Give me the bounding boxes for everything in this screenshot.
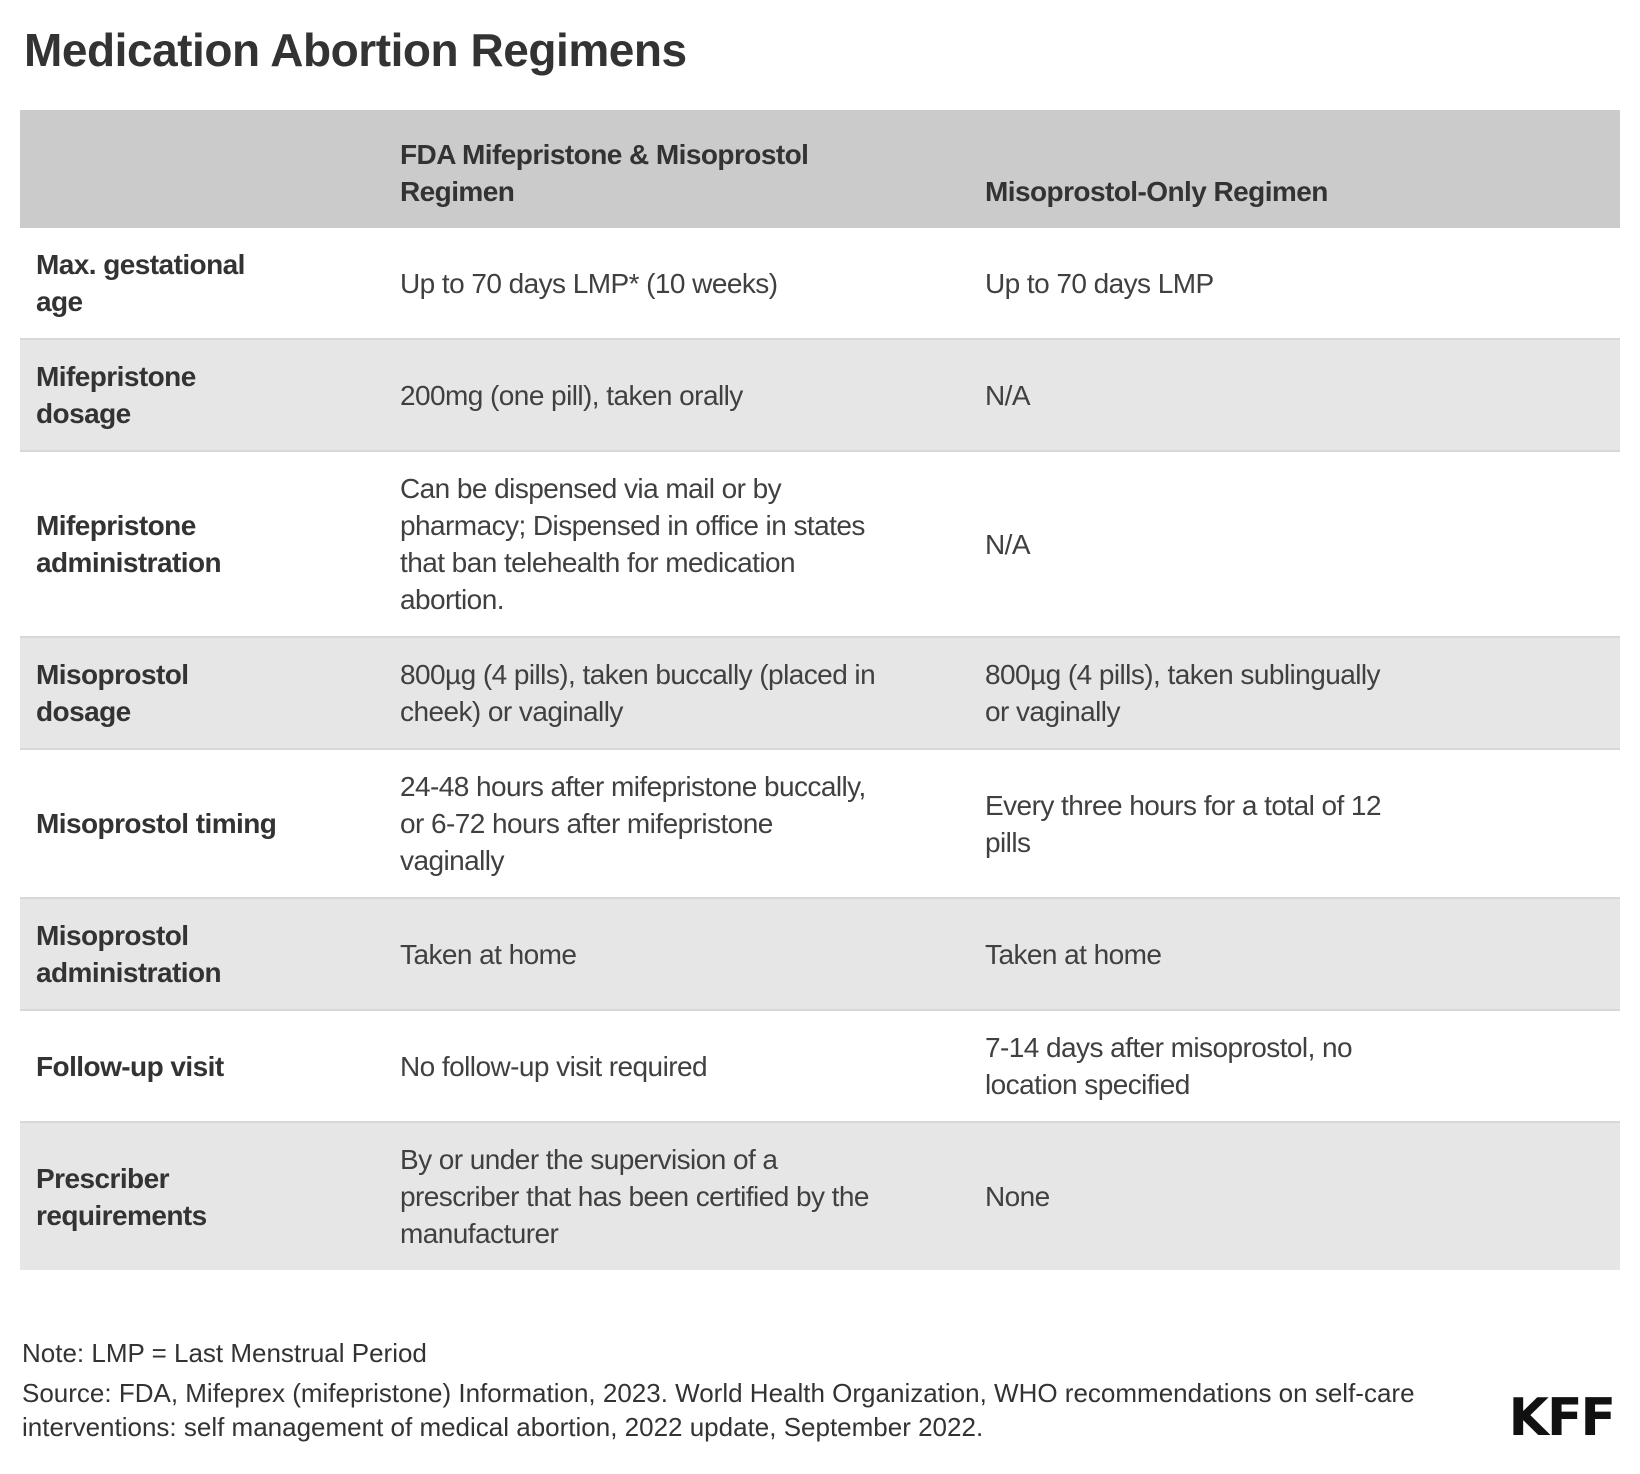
table-body: Max. gestational age Up to 70 days LMP* …	[20, 228, 1620, 1270]
cell-misoprostol-only: 800µg (4 pills), taken sublingually or v…	[985, 659, 1381, 727]
figure-footer: Note: LMP = Last Menstrual Period Source…	[22, 1336, 1620, 1444]
table-row: Max. gestational age Up to 70 days LMP* …	[20, 228, 1620, 339]
cell-misoprostol-only: Taken at home	[985, 938, 1162, 970]
row-label: Misoprostol administration	[36, 920, 222, 988]
row-label: Follow-up visit	[36, 1050, 224, 1082]
cell-fda-regimen: Can be dispensed via mail or by pharmacy…	[400, 473, 865, 615]
row-label: Prescriber requirements	[36, 1162, 207, 1231]
cell-fda-regimen: 24-48 hours after mifepristone buccally,…	[400, 771, 866, 876]
cell-misoprostol-only: Up to 70 days LMP	[985, 267, 1214, 299]
cell-misoprostol-only: Every three hours for a total of 12 pill…	[985, 789, 1382, 858]
table-row: Misoprostol dosage 800µg (4 pills), take…	[20, 637, 1620, 749]
column-header-misoprostol-only: Misoprostol-Only Regimen	[985, 110, 1620, 228]
cell-misoprostol-only: N/A	[985, 528, 1031, 560]
cell-fda-regimen: Taken at home	[400, 938, 577, 970]
row-label: Mifepristone administration	[36, 510, 222, 578]
cell-misoprostol-only: 7-14 days after misoprostol, no location…	[985, 1032, 1353, 1100]
source-row: Source: FDA, Mifeprex (mifepristone) Inf…	[22, 1376, 1620, 1444]
table-row: Mifepristone dosage 200mg (one pill), ta…	[20, 339, 1620, 451]
cell-misoprostol-only: None	[985, 1181, 1050, 1212]
cell-fda-regimen: 200mg (one pill), taken orally	[400, 379, 743, 411]
row-label: Max. gestational age	[36, 249, 245, 317]
column-header-fda-regimen: FDA Mifepristone & Misoprostol Regimen	[400, 110, 985, 228]
row-label: Mifepristone dosage	[36, 361, 196, 429]
table-row: Follow-up visit No follow-up visit requi…	[20, 1010, 1620, 1122]
row-label: Misoprostol timing	[36, 808, 277, 839]
cell-misoprostol-only: N/A	[985, 379, 1031, 411]
page-title: Medication Abortion Regimens	[24, 24, 687, 76]
cell-fda-regimen: No follow-up visit required	[400, 1050, 708, 1082]
table-row: Prescriber requirements By or under the …	[20, 1122, 1620, 1270]
cell-fda-regimen: Up to 70 days LMP* (10 weeks)	[400, 267, 778, 299]
header-row: FDA Mifepristone & Misoprostol Regimen M…	[20, 110, 1620, 228]
kff-logo: KFF	[1508, 1388, 1616, 1448]
cell-fda-regimen: 800µg (4 pills), taken buccally (placed …	[400, 659, 876, 727]
table-row: Mifepristone administration Can be dispe…	[20, 451, 1620, 637]
regimen-table: FDA Mifepristone & Misoprostol Regimen M…	[20, 110, 1620, 1270]
source-text: Source: FDA, Mifeprex (mifepristone) Inf…	[22, 1378, 1415, 1442]
row-label: Misoprostol dosage	[36, 659, 189, 727]
column-header-empty	[20, 110, 400, 228]
cell-fda-regimen: By or under the supervision of a prescri…	[400, 1144, 869, 1249]
table-header: FDA Mifepristone & Misoprostol Regimen M…	[20, 110, 1620, 228]
note-text: Note: LMP = Last Menstrual Period	[22, 1338, 427, 1368]
table-row: Misoprostol timing 24-48 hours after mif…	[20, 749, 1620, 898]
table-row: Misoprostol administration Taken at home…	[20, 898, 1620, 1010]
